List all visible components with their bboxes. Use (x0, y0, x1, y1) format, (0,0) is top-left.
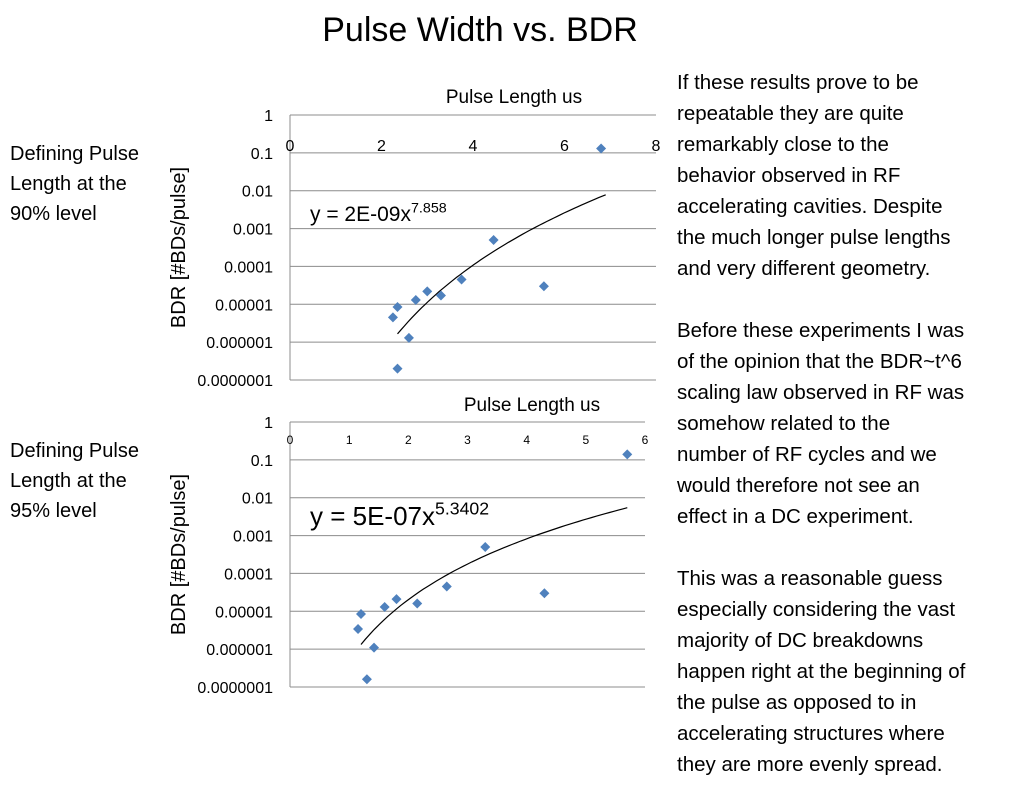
y-tick-label: 0.00001 (215, 604, 273, 621)
left-label-line: 90% level (10, 203, 97, 225)
data-point (392, 301, 403, 312)
data-point (538, 281, 549, 292)
notes-line: behavior observed in RF (677, 164, 901, 187)
x-tick-label: 1 (346, 433, 353, 447)
notes-line: and very different geometry. (677, 257, 931, 280)
notes-line: especially considering the vast (677, 598, 956, 621)
trendline (360, 507, 628, 645)
y-tick-label: 0.1 (251, 146, 273, 163)
trendline-equation-exponent: 5.3402 (435, 499, 489, 519)
notes-line: accelerating cavities. Despite (677, 195, 943, 218)
notes-line: would therefore not see an (677, 474, 920, 497)
x-tick-label: 8 (652, 138, 661, 155)
x-tick-label: 2 (377, 138, 386, 155)
slide-title: Pulse Width vs. BDR (322, 11, 638, 49)
data-point (435, 290, 446, 301)
y-tick-label: 0.1 (251, 453, 273, 470)
data-point (622, 449, 633, 460)
x-tick-label: 4 (523, 433, 530, 447)
data-point (412, 598, 423, 609)
y-tick-label: 0.0001 (224, 259, 273, 276)
data-point (456, 274, 467, 285)
data-point (596, 143, 607, 154)
data-point (539, 588, 550, 599)
x-tick-label: 5 (582, 433, 589, 447)
chart-pulse-length-95: 1 0.1 0.01 0.001 0.0001 0.00001 0.000001 0.0000… (168, 395, 649, 697)
y-tick-label: 0.001 (233, 222, 273, 239)
notes-panel: If these results prove to be repeatable … (677, 36, 1022, 811)
trendline-equation: y = 5E-07x5.3402 (310, 499, 489, 531)
data-point (392, 363, 403, 374)
y-tick-label: 0.001 (233, 529, 273, 546)
left-label-90: Defining Pulse Length at the 90% level (10, 139, 170, 229)
trendline (397, 194, 606, 335)
data-point (403, 332, 414, 343)
data-point (369, 642, 380, 653)
x-axis-title: Pulse Length us (446, 87, 582, 108)
y-tick-label: 0.0000001 (197, 680, 273, 697)
x-tick-label: 6 (642, 433, 649, 447)
data-point (353, 624, 364, 635)
data-point (480, 541, 491, 552)
y-tick-label: 0.00001 (215, 297, 273, 314)
left-label-line: Length at the (10, 173, 127, 195)
data-point (488, 234, 499, 245)
notes-line: happen right at the beginning of (677, 660, 966, 683)
notes-line: repeatable they are quite (677, 102, 904, 125)
notes-line: somehow related to the (677, 412, 891, 435)
x-tick-label: 4 (469, 138, 478, 155)
y-tick-label: 0.0001 (224, 566, 273, 583)
x-tick-label: 0 (287, 433, 294, 447)
x-tick-label: 2 (405, 433, 412, 447)
notes-line: effect in a DC experiment. (677, 505, 914, 528)
data-point (361, 674, 372, 685)
notes-line: This was a reasonable guess (677, 567, 943, 590)
left-label-line: Defining Pulse (10, 143, 139, 165)
trendline-equation-base: y = 2E-09x (310, 203, 411, 226)
data-point (379, 601, 390, 612)
left-label-line: 95% level (10, 500, 97, 522)
x-tick-label: 3 (464, 433, 471, 447)
notes-line: they are more evenly spread. (677, 753, 943, 776)
data-point (391, 594, 402, 605)
data-point (356, 608, 366, 619)
notes-line: remarkably close to the (677, 133, 889, 156)
y-tick-label: 0.000001 (206, 642, 273, 659)
data-point (387, 312, 398, 323)
y-tick-label: 1 (264, 108, 273, 125)
notes-line: scaling law observed in RF was (677, 381, 965, 404)
x-tick-label: 6 (560, 138, 569, 155)
data-point (410, 294, 421, 305)
trendline-equation-base: y = 5E-07x (310, 501, 435, 531)
y-axis-title: BDR [#BDs/pulse] (168, 474, 190, 635)
notes-line: the much longer pulse lengths (677, 226, 951, 249)
left-label-line: Defining Pulse (10, 440, 139, 462)
notes-line: majority of DC breakdowns (677, 629, 924, 652)
left-label-line: Length at the (10, 470, 127, 492)
trendline-equation-exponent: 7.858 (411, 201, 447, 217)
x-axis-title: Pulse Length us (464, 395, 600, 416)
left-label-95: Defining Pulse Length at the 95% level (10, 436, 170, 526)
data-point (422, 286, 433, 297)
y-axis-title: BDR [#BDs/pulse] (168, 167, 190, 328)
notes-line: accelerating structures where (677, 722, 945, 745)
y-tick-label: 0.01 (242, 184, 273, 201)
x-tick-label: 0 (286, 138, 295, 155)
y-tick-label: 0.000001 (206, 335, 273, 352)
notes-line: number of RF cycles and we (677, 443, 937, 466)
notes-line: the pulse as opposed to in (677, 691, 917, 714)
y-tick-label: 0.01 (242, 491, 273, 508)
notes-line: Before these experiments I was (677, 319, 965, 342)
notes-line: of the opinion that the BDR~t^6 (677, 350, 962, 373)
chart-pulse-length-90: 1 0.1 0.01 0.001 0.0001 0.00001 0.000001 0.0000… (168, 87, 661, 390)
notes-line: If these results prove to be (677, 71, 919, 94)
y-tick-label: 1 (264, 415, 273, 432)
trendline-equation: y = 2E-09x7.858 (310, 201, 447, 226)
data-point (441, 581, 452, 592)
y-tick-label: 0.0000001 (197, 373, 273, 390)
